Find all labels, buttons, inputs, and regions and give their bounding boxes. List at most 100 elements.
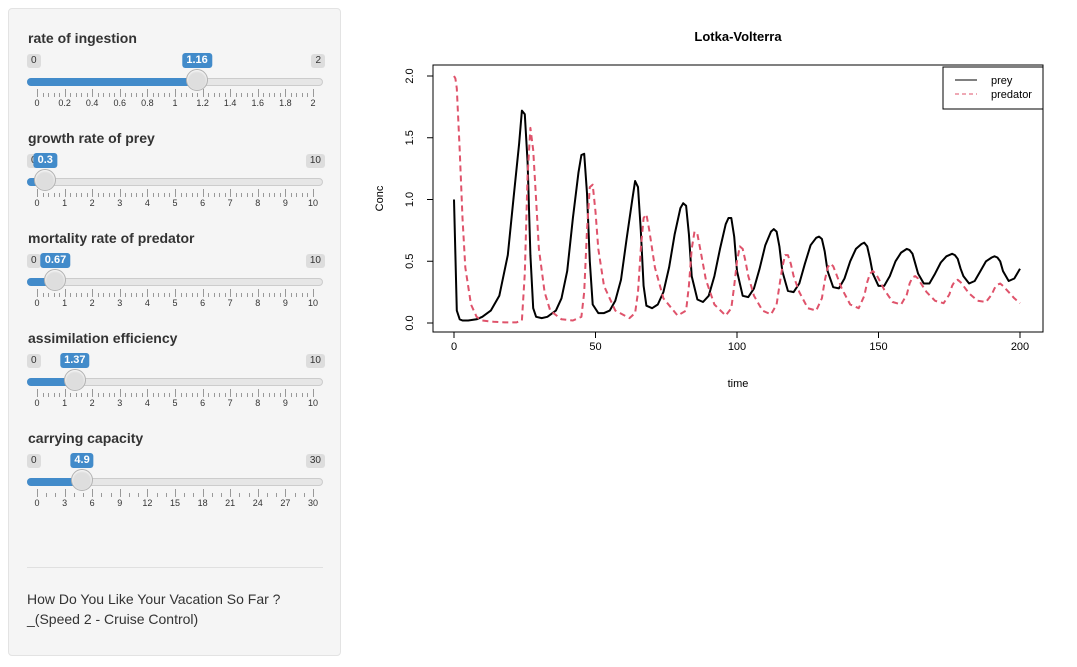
minor-tick bbox=[108, 393, 110, 397]
minor-tick bbox=[75, 193, 77, 197]
major-tick bbox=[175, 189, 176, 197]
minor-tick bbox=[169, 393, 171, 397]
slider-tick-labels: 0 1 2 3 4 5 6 7 8 9 10 bbox=[27, 298, 323, 308]
minor-tick bbox=[136, 93, 138, 97]
minor-tick bbox=[268, 93, 270, 97]
major-tick bbox=[37, 89, 38, 97]
minor-tick bbox=[301, 193, 303, 197]
minor-tick bbox=[81, 393, 83, 397]
y-tick-label: 1.5 bbox=[404, 130, 416, 145]
sidebar-panel: rate of ingestion 0 2 1.16 0 0.2 0.4 0.6 0.8 1 1.2… bbox=[8, 8, 341, 656]
major-tick bbox=[37, 489, 38, 497]
minor-tick bbox=[141, 193, 143, 197]
minor-tick bbox=[130, 93, 132, 97]
minor-tick bbox=[268, 393, 270, 397]
minor-tick bbox=[267, 493, 268, 497]
slider-growth[interactable]: growth rate of prey 0 10 0.3 0 1 2 3 4 5 6 7 8 9 10 bbox=[27, 109, 325, 209]
slider-tick-label: 18 bbox=[197, 498, 208, 508]
major-tick bbox=[257, 189, 259, 197]
major-tick bbox=[313, 389, 314, 397]
slider-tick-label: 1 bbox=[62, 398, 68, 408]
slider-handle[interactable] bbox=[34, 169, 57, 191]
sidebar-divider bbox=[27, 567, 323, 568]
minor-tick bbox=[208, 293, 210, 297]
slider-handle[interactable] bbox=[186, 69, 209, 91]
minor-tick bbox=[130, 393, 132, 397]
minor-tick bbox=[48, 393, 50, 397]
slider-max-label: 10 bbox=[305, 154, 325, 168]
slider-ingestion[interactable]: rate of ingestion 0 2 1.16 0 0.2 0.4 0.6 0.8 1 1.2… bbox=[27, 9, 325, 109]
minor-tick bbox=[42, 293, 44, 297]
slider-tick-label: 9 bbox=[282, 398, 288, 408]
slider-tick-label: 1 bbox=[62, 298, 68, 308]
minor-tick bbox=[186, 393, 188, 397]
major-tick bbox=[257, 389, 259, 397]
minor-tick bbox=[70, 393, 72, 397]
slider-tick-label: 9 bbox=[282, 298, 288, 308]
slider-tick-labels: 0 1 2 3 4 5 6 7 8 9 10 bbox=[27, 398, 323, 408]
minor-tick bbox=[224, 193, 226, 197]
minor-tick bbox=[42, 93, 44, 97]
slider-tick-label: 21 bbox=[225, 498, 236, 508]
minor-tick bbox=[53, 193, 55, 197]
major-tick bbox=[175, 89, 176, 97]
slider-tick-labels: 0 1 2 3 4 5 6 7 8 9 10 bbox=[27, 198, 323, 208]
minor-tick bbox=[296, 393, 298, 397]
major-tick bbox=[230, 89, 232, 97]
minor-tick bbox=[163, 393, 165, 397]
major-tick bbox=[313, 289, 314, 297]
minor-tick bbox=[158, 93, 160, 97]
minor-tick bbox=[208, 193, 210, 197]
x-tick-label: 0 bbox=[451, 341, 457, 353]
major-tick bbox=[119, 189, 121, 197]
y-tick-label: 0.5 bbox=[404, 254, 416, 269]
minor-tick bbox=[81, 293, 83, 297]
minor-tick bbox=[59, 93, 61, 97]
minor-tick bbox=[55, 493, 57, 497]
minor-tick bbox=[301, 293, 303, 297]
slider-capacity[interactable]: carrying capacity 0 30 4.9 0 3 6 9 12 15 18 21 24 27 3… bbox=[27, 409, 325, 509]
minor-tick bbox=[235, 193, 237, 197]
slider-label: assimilation efficiency bbox=[28, 330, 178, 346]
minor-tick bbox=[235, 393, 237, 397]
minor-tick bbox=[103, 193, 105, 197]
slider-tick-label: 10 bbox=[307, 198, 319, 208]
legend-label-predator: predator bbox=[991, 89, 1032, 101]
slider-tick-label: 0.8 bbox=[141, 98, 154, 108]
slider-handle[interactable] bbox=[63, 369, 86, 391]
slider-tick-label: 27 bbox=[280, 498, 291, 508]
slider-tick-label: 3 bbox=[117, 398, 123, 408]
slider-tick-label: 0.2 bbox=[58, 98, 71, 108]
slider-track[interactable] bbox=[27, 278, 323, 286]
minor-tick bbox=[290, 193, 292, 197]
slider-track[interactable] bbox=[27, 178, 323, 186]
minor-tick bbox=[42, 393, 44, 397]
minor-tick bbox=[290, 293, 292, 297]
slider-handle[interactable] bbox=[44, 269, 67, 291]
slider-tick-label: 2 bbox=[89, 398, 95, 408]
minor-tick bbox=[169, 193, 171, 197]
slider-tick-labels: 0 3 6 9 12 15 18 21 24 27 30 bbox=[27, 498, 323, 508]
slider-handle[interactable] bbox=[71, 469, 94, 491]
major-tick bbox=[37, 389, 38, 397]
minor-tick bbox=[274, 93, 276, 97]
major-tick bbox=[147, 89, 149, 97]
footer-line-1: How Do You Like Your Vacation So Far ? bbox=[27, 591, 281, 607]
major-tick bbox=[257, 89, 259, 97]
minor-tick bbox=[81, 193, 83, 197]
minor-tick bbox=[75, 293, 77, 297]
minor-tick bbox=[136, 393, 138, 397]
minor-tick bbox=[294, 493, 296, 497]
minor-tick bbox=[191, 193, 193, 197]
slider-tick-label: 0 bbox=[34, 298, 40, 308]
major-tick bbox=[285, 89, 287, 97]
major-tick bbox=[147, 289, 149, 297]
minor-tick bbox=[184, 493, 186, 497]
minor-tick bbox=[307, 93, 309, 97]
slider-tick-label: 6 bbox=[200, 398, 206, 408]
slider-mortality[interactable]: mortality rate of predator 0 10 0.67 0 1 2 3 4 5 6… bbox=[27, 209, 325, 309]
minor-tick bbox=[163, 93, 165, 97]
slider-value-label: 0.67 bbox=[40, 253, 71, 268]
minor-tick bbox=[141, 393, 143, 397]
slider-assimilation[interactable]: assimilation efficiency 0 10 1.37 0 1 2 3 4 5 6 7 8 9… bbox=[27, 309, 325, 409]
